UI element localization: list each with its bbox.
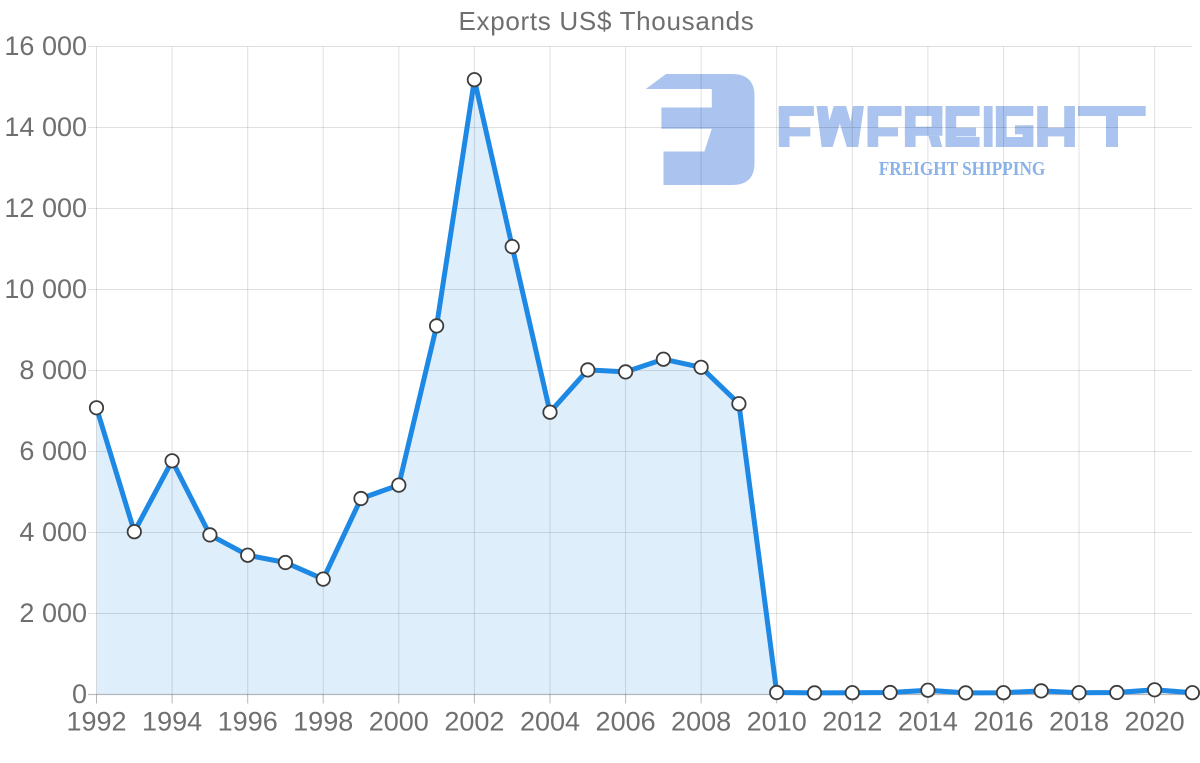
svg-text:1994: 1994 (142, 707, 202, 737)
svg-text:2 000: 2 000 (19, 598, 87, 628)
svg-text:2014: 2014 (898, 707, 958, 737)
svg-text:2008: 2008 (671, 707, 731, 737)
svg-text:2020: 2020 (1125, 707, 1185, 737)
svg-text:10 000: 10 000 (4, 274, 87, 304)
svg-text:FREIGHT SHIPPING: FREIGHT SHIPPING (879, 158, 1046, 181)
svg-text:8 000: 8 000 (19, 355, 87, 385)
svg-text:2006: 2006 (596, 707, 656, 737)
svg-text:14 000: 14 000 (4, 112, 87, 142)
svg-text:1992: 1992 (66, 707, 126, 737)
svg-text:2004: 2004 (520, 707, 580, 737)
svg-text:2016: 2016 (973, 707, 1033, 737)
svg-text:2012: 2012 (822, 707, 882, 737)
svg-text:1998: 1998 (293, 707, 353, 737)
svg-text:2010: 2010 (747, 707, 807, 737)
svg-text:4 000: 4 000 (19, 517, 87, 547)
svg-text:16 000: 16 000 (4, 31, 87, 61)
svg-text:0: 0 (72, 679, 87, 709)
svg-text:1996: 1996 (218, 707, 278, 737)
svg-text:2000: 2000 (369, 707, 429, 737)
svg-text:2018: 2018 (1049, 707, 1109, 737)
svg-text:2002: 2002 (444, 707, 504, 737)
svg-text:6 000: 6 000 (19, 436, 87, 466)
svg-text:Exports US$ Thousands: Exports US$ Thousands (458, 6, 754, 36)
svg-text:12 000: 12 000 (4, 193, 87, 223)
